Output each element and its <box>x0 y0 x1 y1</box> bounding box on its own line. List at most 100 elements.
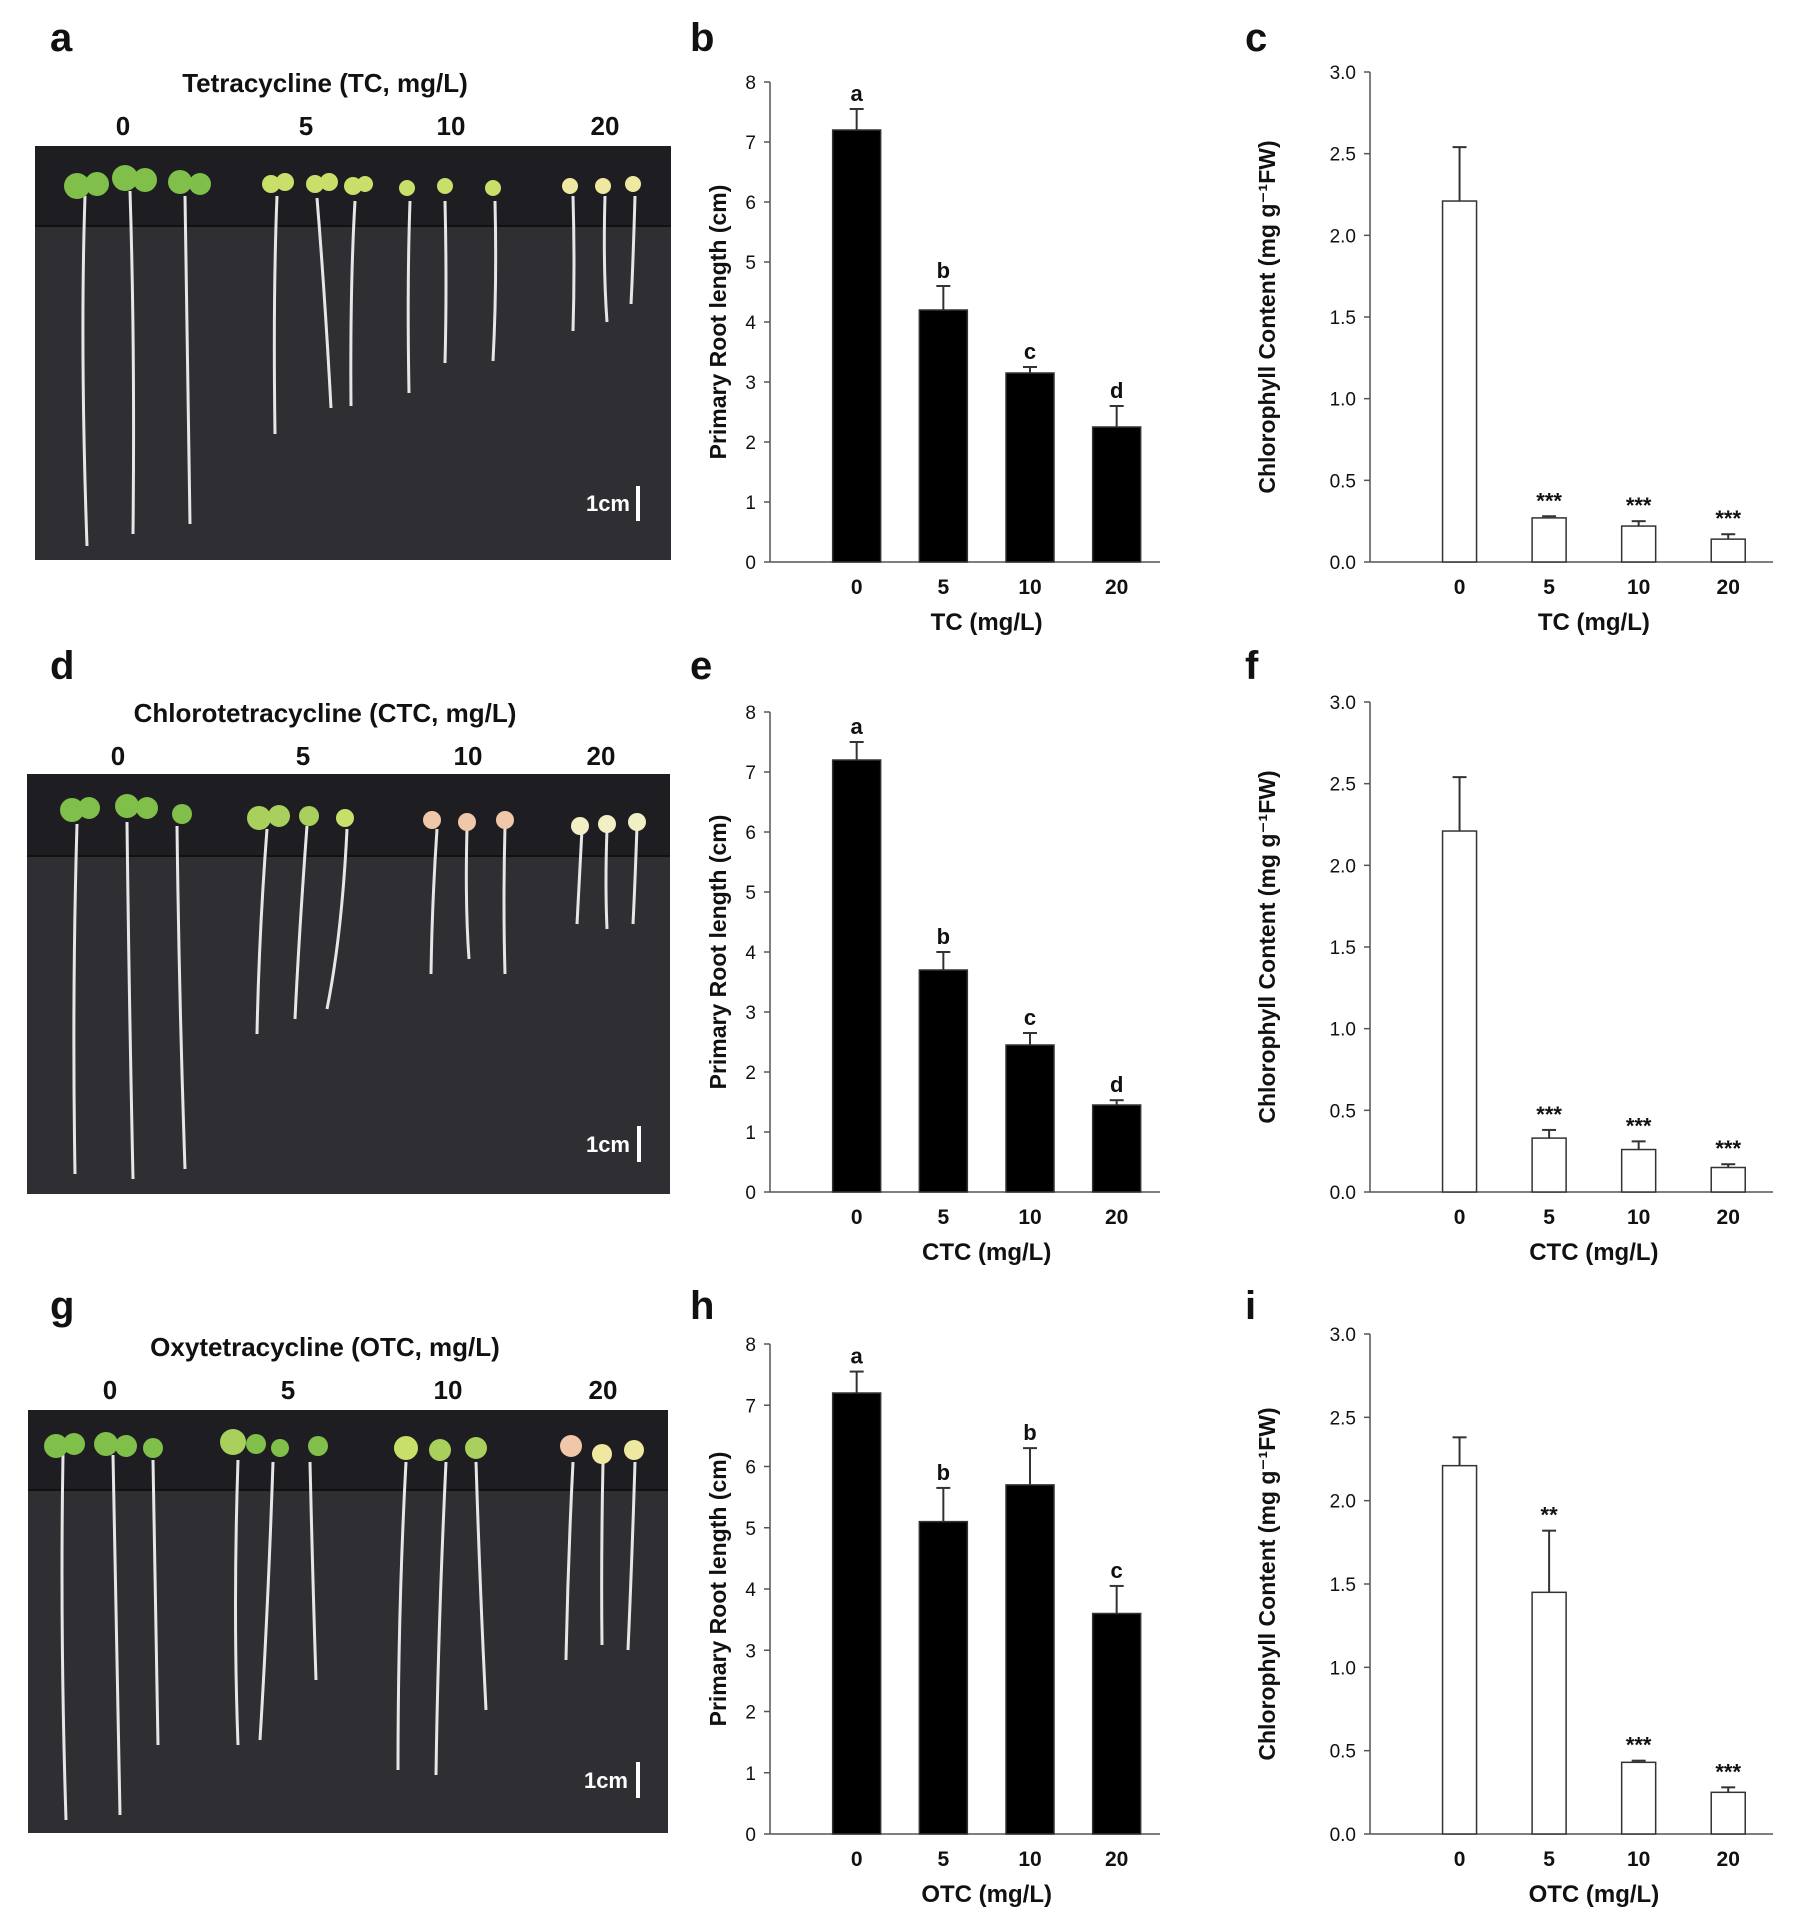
significance-label: b <box>937 258 950 283</box>
y-tick-label: 8 <box>745 1335 756 1356</box>
significance-label: *** <box>1626 1113 1652 1138</box>
y-tick-label: 8 <box>745 703 756 724</box>
scale-bar-label: 1cm <box>586 491 630 516</box>
y-tick-label: 2 <box>745 1063 756 1084</box>
significance-label: *** <box>1715 1136 1741 1161</box>
bar <box>1531 1137 1567 1193</box>
y-tick-label: 3.0 <box>1330 1325 1356 1346</box>
photo-title-tc: Tetracycline (TC, mg/L) <box>182 68 468 98</box>
significance-label: c <box>1024 1005 1036 1030</box>
y-tick-label: 3 <box>745 1641 756 1662</box>
y-tick-label: 7 <box>745 1396 756 1417</box>
bar <box>1710 538 1746 563</box>
y-tick-label: 7 <box>745 133 756 154</box>
conc-label-5: 5 <box>295 741 311 771</box>
x-tick-label: 10 <box>1627 1206 1650 1229</box>
y-tick-label: 2.0 <box>1330 226 1356 247</box>
y-tick-label: 3.0 <box>1330 63 1356 84</box>
y-tick-label: 2 <box>745 433 756 454</box>
panel-letter-f: f <box>1245 644 1259 688</box>
bar <box>831 759 882 1193</box>
x-tick-label: 5 <box>937 1206 949 1229</box>
bar <box>918 1520 969 1835</box>
x-tick-label: 10 <box>1018 576 1041 599</box>
y-tick-label: 4 <box>745 313 756 334</box>
x-axis-label: TC (mg/L) <box>931 609 1043 636</box>
y-tick-label: 2.5 <box>1330 145 1356 166</box>
y-tick-label: 1.5 <box>1330 1575 1356 1596</box>
x-tick-label: 0 <box>1454 1206 1466 1229</box>
x-tick-label: 20 <box>1105 1206 1128 1229</box>
x-axis-label: OTC (mg/L) <box>921 1881 1052 1908</box>
seedling-photo-otc: 1cm <box>28 1410 668 1833</box>
y-tick-label: 0.0 <box>1330 1825 1356 1846</box>
conc-label-20: 20 <box>590 111 620 141</box>
y-tick-label: 0.0 <box>1330 1183 1356 1204</box>
panel-letter-d: d <box>50 644 75 688</box>
y-tick-label: 6 <box>745 1458 756 1479</box>
bar <box>1005 1484 1055 1835</box>
bar <box>918 309 969 563</box>
significance-label: a <box>851 714 864 739</box>
x-tick-label: 5 <box>1543 1206 1555 1229</box>
scale-bar-label: 1cm <box>586 1132 630 1157</box>
seedling-photo-ctc: 1cm <box>27 774 670 1194</box>
conc-label-5: 5 <box>298 111 314 141</box>
root-length-chart-ctc: 0 1 2 3 4 5 6 7 8 0 a 5 b 10 c 20 d CTC (mg/L) Primary Roo… <box>705 703 1160 1266</box>
chlorophyll-chart-otc: 0.0 0.5 1.0 1.5 2.0 2.5 3.0 0 5 ** 10 *** 20 *** OTC (… <box>1254 1325 1773 1908</box>
bar <box>1531 1591 1567 1835</box>
y-tick-label: 3 <box>745 373 756 394</box>
y-tick-label: 1 <box>745 1123 756 1144</box>
y-tick-label: 6 <box>745 823 756 844</box>
y-tick-label: 6 <box>745 193 756 214</box>
bar <box>1620 525 1657 563</box>
y-axis-label: Primary Root length (cm) <box>705 815 731 1090</box>
y-tick-label: 7 <box>745 763 756 784</box>
significance-label: b <box>937 1460 950 1485</box>
x-axis-label: OTC (mg/L) <box>1529 1881 1660 1908</box>
significance-label: d <box>1110 378 1123 403</box>
y-tick-label: 0.5 <box>1330 1101 1356 1122</box>
x-tick-label: 10 <box>1018 1848 1041 1871</box>
y-tick-label: 1 <box>745 1764 756 1785</box>
chlorophyll-chart-tc: 0.0 0.5 1.0 1.5 2.0 2.5 3.0 0 5 *** 10 *** 20 *** TC (… <box>1254 63 1773 636</box>
bar <box>1441 830 1478 1193</box>
panel-letter-i: i <box>1245 1284 1257 1328</box>
conc-label-20: 20 <box>586 741 616 771</box>
x-axis-label: CTC (mg/L) <box>1529 1239 1658 1266</box>
significance-label: *** <box>1536 1102 1562 1127</box>
y-tick-label: 2.5 <box>1330 775 1356 796</box>
panel-letter-b: b <box>690 16 715 60</box>
root-length-chart-tc: 0 1 2 3 4 5 6 7 8 0 a 5 b 10 c 20 d TC (mg/L) Primary Root… <box>705 73 1160 636</box>
y-axis-label: Chlorophyll Content (mg g⁻¹FW) <box>1254 770 1280 1123</box>
panel-letter-h: h <box>690 1284 715 1328</box>
y-tick-label: 5 <box>745 883 756 904</box>
photo-title-ctc: Chlorotetracycline (CTC, mg/L) <box>133 698 517 728</box>
x-tick-label: 5 <box>1543 1848 1555 1871</box>
bar <box>831 1392 882 1835</box>
x-tick-label: 0 <box>1454 1848 1466 1871</box>
bar <box>1710 1791 1746 1835</box>
y-tick-label: 3.0 <box>1330 693 1356 714</box>
x-axis-label: CTC (mg/L) <box>922 1239 1051 1266</box>
conc-label-5: 5 <box>280 1375 296 1405</box>
y-axis-label: Primary Root length (cm) <box>705 185 731 460</box>
panel-letter-g: g <box>50 1284 75 1328</box>
x-tick-label: 5 <box>937 1848 949 1871</box>
x-tick-label: 10 <box>1627 1848 1650 1871</box>
panel-letter-e: e <box>690 644 713 688</box>
y-axis-label: Chlorophyll Content (mg g⁻¹FW) <box>1254 140 1280 493</box>
y-tick-label: 2.0 <box>1330 856 1356 877</box>
significance-label: *** <box>1626 1733 1652 1758</box>
significance-label: ** <box>1541 1503 1559 1528</box>
y-tick-label: 0.0 <box>1330 553 1356 574</box>
conc-label-20: 20 <box>588 1375 618 1405</box>
bar <box>1620 1148 1657 1193</box>
bar <box>1091 426 1142 563</box>
y-tick-label: 0.5 <box>1330 471 1356 492</box>
bar <box>918 969 969 1193</box>
conc-label-10: 10 <box>433 1375 463 1405</box>
bar <box>1091 1104 1142 1193</box>
significance-label: *** <box>1715 506 1741 531</box>
significance-label: a <box>851 1344 864 1369</box>
